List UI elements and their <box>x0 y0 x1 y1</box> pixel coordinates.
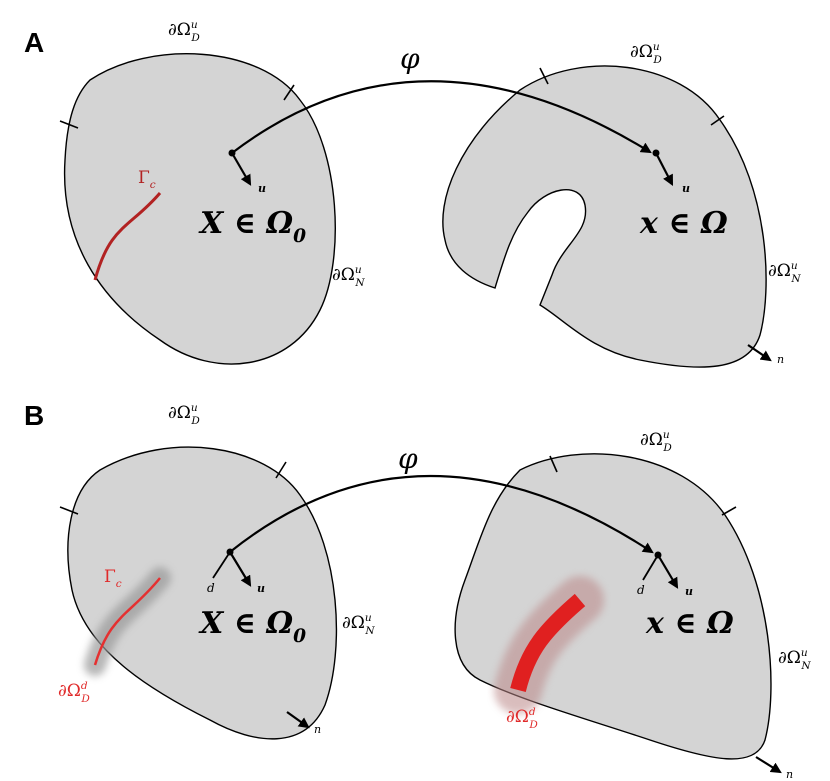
neumann-label-sub: N <box>800 660 811 672</box>
dirichlet-label: ∂Ωu D <box>168 402 200 427</box>
normal-label: n <box>314 723 321 736</box>
director-label: d <box>637 583 645 597</box>
map-label: φ <box>398 442 418 475</box>
point-label: X ∈ Ω0 <box>198 206 306 247</box>
neumann-label-base: ∂Ω <box>342 613 365 633</box>
normal-arrow <box>747 344 772 362</box>
director-line <box>642 554 659 581</box>
dirichlet-label-sub: D <box>662 442 672 454</box>
neumann-label: ∂Ωu N <box>768 260 801 285</box>
damage-boundary-label-sub: D <box>80 693 90 705</box>
panel-a <box>59 53 772 368</box>
support <box>710 115 725 126</box>
dirichlet-label-base: ∂Ω <box>168 20 191 40</box>
dirichlet-label-sub: D <box>652 54 662 66</box>
displacement-label: u <box>258 182 266 195</box>
neumann-label: ∂Ωu N <box>342 612 375 637</box>
damage-boundary-label-sup: d <box>81 680 88 692</box>
reference-body <box>63 53 336 365</box>
damage-boundary-label-base: ∂Ω <box>58 681 81 701</box>
crack-label-sub: c <box>116 578 122 590</box>
crack-label-base: Γ <box>138 168 150 188</box>
normal-label: n <box>786 768 793 781</box>
director-label: d <box>207 581 215 595</box>
neumann-label-sub: N <box>354 277 365 289</box>
crack <box>93 577 161 666</box>
normal-label: n <box>777 353 784 366</box>
crack-label: Γc <box>104 567 122 590</box>
crack-label-base: Γ <box>104 567 116 587</box>
point-label-base: X ∈ Ω <box>198 606 293 641</box>
point-label: x ∈ Ω <box>639 206 728 241</box>
neumann-label-base: ∂Ω <box>778 648 801 668</box>
neumann-label: ∂Ωu N <box>778 647 811 672</box>
dirichlet-label-sup: u <box>191 402 198 414</box>
point-label-sub: 0 <box>293 226 306 247</box>
dirichlet-label-sub: D <box>190 32 200 44</box>
current-body <box>442 65 767 368</box>
panel-label: A <box>24 27 44 58</box>
support <box>275 461 287 479</box>
point-label-sub: 0 <box>293 626 306 647</box>
point-label: x ∈ Ω <box>645 606 734 641</box>
support <box>59 120 79 129</box>
point-label: X ∈ Ω0 <box>198 606 306 647</box>
support <box>721 506 737 516</box>
map-arrow <box>229 475 654 554</box>
map-arrow <box>231 80 652 154</box>
neumann-label-base: ∂Ω <box>768 261 791 281</box>
support <box>549 455 558 473</box>
panel-b <box>59 446 782 774</box>
dirichlet-label-base: ∂Ω <box>640 430 663 450</box>
neumann-label-sup: u <box>355 264 362 276</box>
map-label: φ <box>400 42 420 75</box>
normal-arrow <box>286 711 310 729</box>
crack-label: Γc <box>138 168 156 191</box>
normal-arrow <box>755 756 782 774</box>
displacement-arrow <box>655 152 674 186</box>
crack <box>93 192 162 281</box>
neumann-label-sup: u <box>801 647 808 659</box>
neumann-label-sub: N <box>364 625 375 637</box>
damage-band <box>510 593 586 693</box>
neumann-label-sup: u <box>365 612 372 624</box>
damage-boundary-label-base: ∂Ω <box>506 707 529 727</box>
point-label-base: x ∈ Ω <box>639 206 728 241</box>
neumann-label-sup: u <box>791 260 798 272</box>
director-line <box>212 551 231 579</box>
displacement-label: u <box>685 585 693 598</box>
dirichlet-label-sup: u <box>663 429 670 441</box>
displacement-arrow <box>229 551 252 587</box>
point-label-base: X ∈ Ω <box>198 206 293 241</box>
displacement-arrow <box>657 554 679 589</box>
displacement-label: u <box>257 582 265 595</box>
damage-boundary-label-sub: D <box>528 719 538 731</box>
dirichlet-label-base: ∂Ω <box>168 403 191 423</box>
dirichlet-label-base: ∂Ω <box>630 42 653 62</box>
neumann-label-base: ∂Ω <box>332 265 355 285</box>
panel-label: B <box>24 400 44 431</box>
support <box>539 67 549 85</box>
dirichlet-label-sub: D <box>190 415 200 427</box>
dirichlet-label: ∂Ωu D <box>630 41 662 66</box>
reference-body <box>67 446 338 740</box>
displacement-arrow <box>231 152 252 186</box>
damage-boundary-label: ∂Ωd D <box>506 706 538 731</box>
damage-boundary-label: ∂Ωd D <box>58 680 90 705</box>
dirichlet-label: ∂Ωu D <box>640 429 672 454</box>
neumann-label: ∂Ωu N <box>332 264 365 289</box>
support <box>59 506 79 515</box>
dirichlet-label-sup: u <box>191 19 198 31</box>
dirichlet-label: ∂Ωu D <box>168 19 200 44</box>
damage-boundary-label-sup: d <box>529 706 536 718</box>
crack-label-sub: c <box>150 179 156 191</box>
point-label-base: x ∈ Ω <box>645 606 734 641</box>
displacement-label: u <box>682 182 690 195</box>
neumann-label-sub: N <box>790 273 801 285</box>
dirichlet-label-sup: u <box>653 41 660 53</box>
support <box>283 84 295 101</box>
